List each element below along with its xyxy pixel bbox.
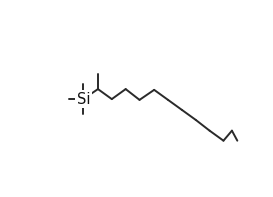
Text: Si: Si: [76, 92, 90, 107]
